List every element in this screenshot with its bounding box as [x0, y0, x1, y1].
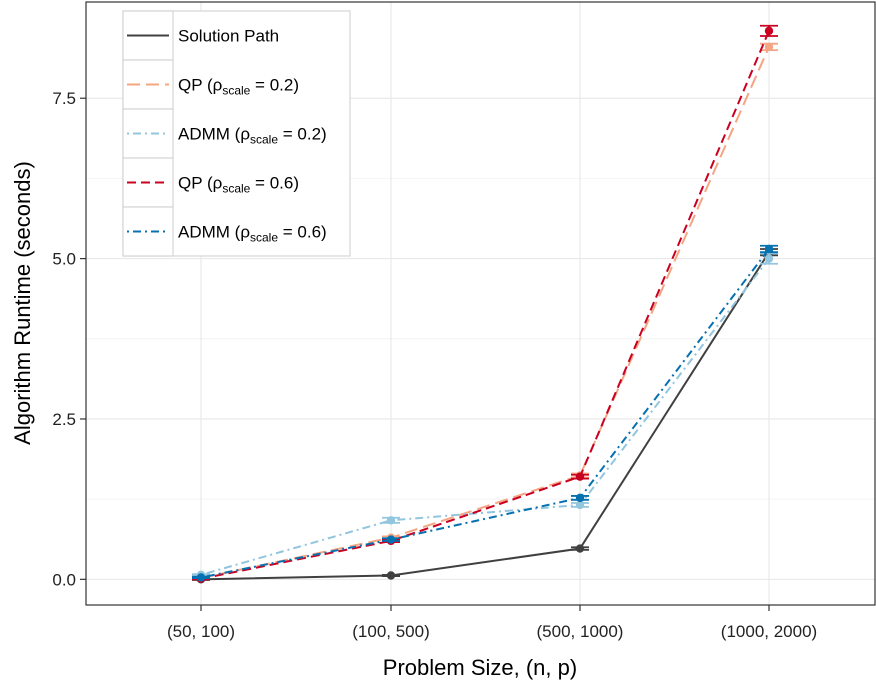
data-point [386, 571, 396, 580]
legend-item: ADMM (ρscale = 0.6) [122, 206, 327, 257]
y-axis-title: Algorithm Runtime (seconds) [10, 161, 35, 445]
data-point [575, 500, 585, 510]
plot-panel-border [85, 1, 876, 606]
x-tick-label: (50, 100) [167, 622, 235, 641]
y-tick-label: 7.5 [52, 89, 76, 108]
legend: Solution Path QP (ρscale = 0.2) ADMM (ρsca… [122, 10, 351, 257]
x-tick-label: (500, 1000) [537, 622, 624, 641]
series-1 [192, 247, 778, 584]
legend-label: QP (ρscale = 0.2) [178, 76, 299, 98]
data-point [575, 493, 585, 503]
data-point [386, 516, 396, 525]
legend-item: QP (ρscale = 0.6) [122, 157, 299, 208]
data-point [386, 535, 396, 544]
legend-key-box [122, 206, 174, 257]
y-tick-label: 2.5 [52, 410, 76, 429]
series-line [200, 251, 770, 581]
x-axis-title: Problem Size, (n, p) [383, 655, 577, 680]
data-point [764, 26, 774, 36]
series-line [200, 30, 770, 580]
legend-label: QP (ρscale = 0.6) [178, 174, 299, 196]
series-3 [192, 252, 778, 580]
data-point [764, 42, 774, 52]
y-axis-ticks: 0.0 2.5 5.0 7.5 [52, 89, 86, 589]
data-point [575, 544, 585, 553]
legend-label: Solution Path [178, 27, 279, 46]
series-line [200, 248, 770, 579]
legend-label: ADMM (ρscale = 0.6) [178, 223, 327, 245]
legend-label: ADMM (ρscale = 0.2) [178, 125, 327, 147]
series-line [200, 257, 770, 576]
x-axis-ticks: (50, 100) (100, 500) (500, 1000) (1000, 200… [167, 605, 817, 641]
series-5 [192, 244, 778, 582]
y-tick-label: 0.0 [52, 570, 76, 589]
legend-key-box [122, 108, 174, 159]
data-point [196, 573, 206, 582]
data-point [764, 244, 774, 254]
x-tick-label: (1000, 2000) [721, 622, 817, 641]
legend-item: Solution Path [122, 10, 279, 61]
x-tick-label: (100, 500) [352, 622, 430, 641]
data-point [764, 254, 774, 263]
y-tick-label: 5.0 [52, 250, 76, 269]
legend-item: QP (ρscale = 0.2) [122, 59, 299, 110]
data-point [575, 472, 585, 481]
series-lines [192, 24, 778, 584]
